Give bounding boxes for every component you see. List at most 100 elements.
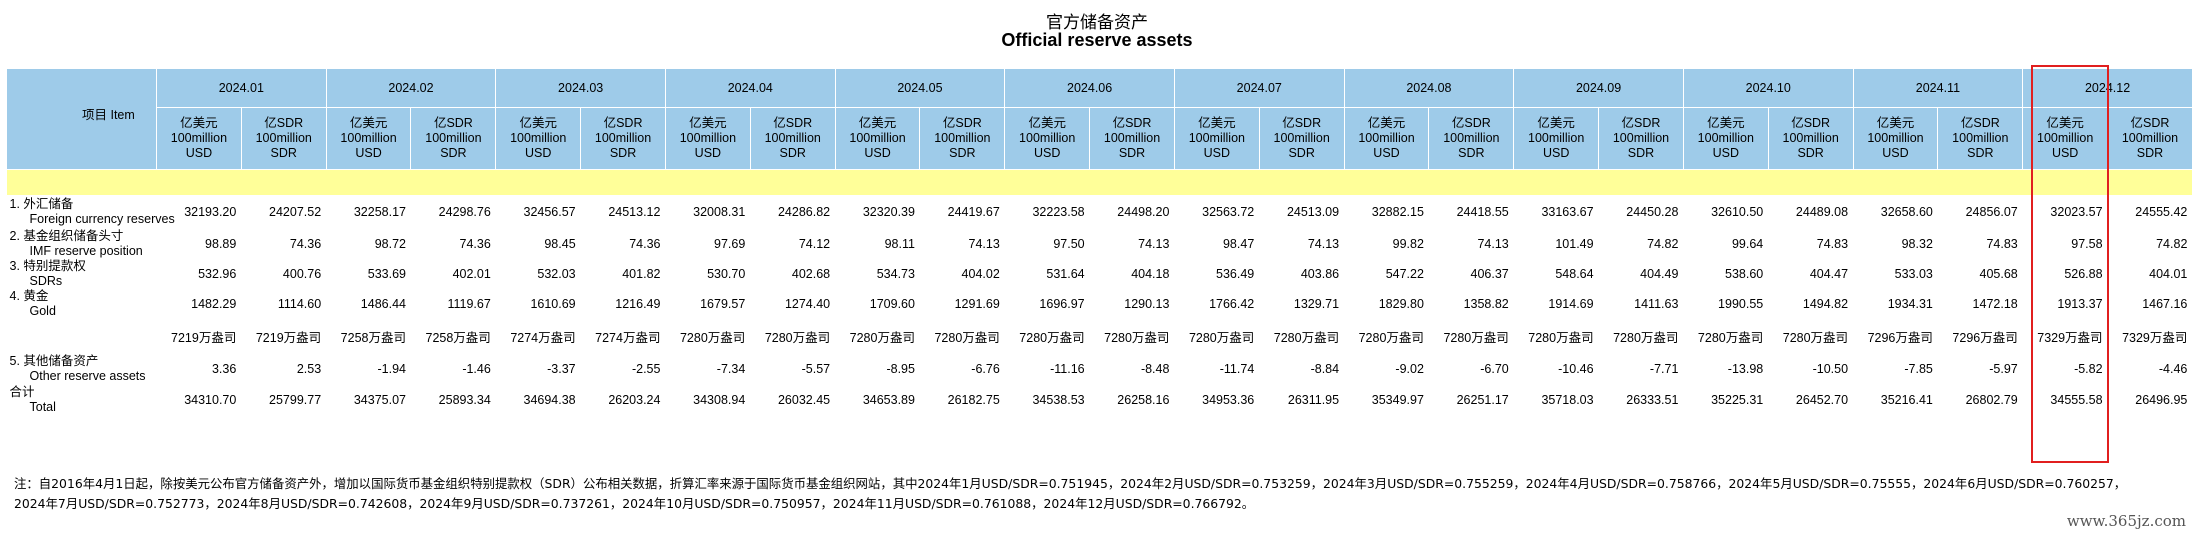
value-cell-sdr: 7219万盎司 <box>255 330 322 345</box>
value-cell-sdr: 26032.45 <box>777 393 831 407</box>
row-label-cn: 3. 特别提款权 <box>9 259 86 273</box>
unit-line: 100million <box>1782 131 1839 145</box>
row-label: 1. 外汇储备 Foreign currency reserves <box>7 195 175 229</box>
value-cell-usd: 34555.58 <box>2050 393 2103 407</box>
unit-line: 100million <box>340 131 397 145</box>
unit-line: USD <box>694 146 722 160</box>
unit-line: SDR <box>270 146 297 160</box>
unit-header-usd: 亿美元 100million USD <box>1852 107 1939 170</box>
value-cell-sdr: 1274.40 <box>784 297 831 311</box>
month-header: 2024.07 <box>1173 68 1345 108</box>
value-cell-sdr: 26203.24 <box>608 393 661 407</box>
unit-line: SDR <box>609 146 637 160</box>
unit-header-sdr: 亿SDR 100million SDR <box>1089 107 1175 170</box>
value-cell-usd: 98.11 <box>884 237 915 251</box>
value-cell-sdr: 26311.95 <box>1287 393 1340 407</box>
value-cell-sdr: 26452.70 <box>1795 393 1849 407</box>
value-cell-sdr: 7296万盎司 <box>1952 330 2018 345</box>
value-cell-usd: 1486.44 <box>360 297 406 311</box>
value-cell-sdr: 7258万盎司 <box>425 330 491 345</box>
unit-line: 亿美元 <box>180 116 218 130</box>
unit-line: USD <box>2051 146 2079 160</box>
unit-line: 亿SDR <box>1112 116 1152 130</box>
unit-line: USD <box>1373 146 1400 160</box>
value-cell-usd: 32008.31 <box>693 205 746 219</box>
unit-line: SDR <box>949 146 976 160</box>
value-cell-sdr: 405.68 <box>1979 267 2018 281</box>
unit-header-sdr: 亿SDR 100million SDR <box>2107 107 2193 170</box>
unit-line: 亿SDR <box>1960 116 2000 130</box>
unit-line: 亿美元 <box>1707 116 1745 130</box>
table-row: 合计 Total 34310.70 25799.77 34375.07 25893.34 3… <box>7 385 2193 415</box>
value-cell-usd: 98.47 <box>1222 237 1255 251</box>
value-cell-sdr: 402.68 <box>791 267 831 281</box>
value-cell-sdr: 1329.71 <box>1293 297 1340 311</box>
row-label-en: Foreign currency reserves <box>29 212 175 226</box>
unit-line: SDR <box>440 146 467 160</box>
value-cell-usd: 34310.70 <box>184 393 237 407</box>
unit-header-sdr: 亿SDR 100million SDR <box>919 107 1006 170</box>
value-cell-usd: 1766.42 <box>1209 297 1255 311</box>
value-cell-usd: 34538.53 <box>1032 393 1085 407</box>
unit-header-usd: 亿美元 100million USD <box>495 107 582 170</box>
value-cell-usd: 530.70 <box>707 267 746 281</box>
month-header: 2024.04 <box>664 68 836 108</box>
value-cell-usd: 533.03 <box>1894 267 1933 281</box>
unit-line: 亿美元 <box>689 116 727 130</box>
row-label-cn: 4. 黄金 <box>9 289 49 303</box>
unit-header-usd: 亿美元 100million USD <box>1173 107 1260 170</box>
unit-line: 100million <box>1612 131 1670 145</box>
value-cell-sdr: 74.13 <box>1477 237 1509 251</box>
unit-header-sdr: 亿SDR 100million SDR <box>1598 107 1684 170</box>
value-cell-sdr: 26802.79 <box>1965 393 2018 407</box>
value-cell-sdr: 24555.42 <box>2135 205 2188 219</box>
unit-line: 100million <box>934 131 991 145</box>
unit-line: 100million <box>1867 131 1924 145</box>
row-label-en: IMF reserve position <box>29 244 143 258</box>
value-cell-usd: 1990.55 <box>1718 297 1764 311</box>
value-cell-usd: 99.82 <box>1392 237 1424 251</box>
value-cell-sdr: 24856.07 <box>1965 205 2018 219</box>
value-cell-sdr: -1.46 <box>462 362 491 376</box>
month-header: 2024.02 <box>325 68 497 108</box>
value-cell-usd: 7296万盎司 <box>1867 330 1933 345</box>
unit-line: 100million <box>1188 131 1245 145</box>
value-cell-sdr: 1358.82 <box>1463 297 1509 311</box>
value-cell-sdr: 403.86 <box>1300 267 1340 281</box>
value-cell-usd: 548.64 <box>1555 267 1594 281</box>
value-cell-usd: 1696.97 <box>1039 297 1085 311</box>
footnote-line-2: 2024年7月USD/SDR=0.752773，2024年8月USD/SDR=0… <box>14 496 1255 511</box>
unit-line: SDR <box>1627 146 1655 160</box>
unit-line: 100million <box>1443 131 1500 145</box>
unit-line: 亿SDR <box>1282 116 1322 130</box>
value-cell-sdr: -6.70 <box>1480 362 1509 376</box>
value-cell-usd: -5.82 <box>2074 362 2103 376</box>
value-cell-sdr: 7280万盎司 <box>1613 330 1679 345</box>
value-cell-sdr: -8.48 <box>1140 362 1170 376</box>
value-cell-sdr: -6.76 <box>971 362 1000 376</box>
table-body: 1. 外汇储备 Foreign currency reserves 32193.20… <box>6 169 2193 416</box>
reserve-table: 项目 Item 2024.01 2024.02 2024.03 2024.04 2024… <box>6 68 2193 415</box>
value-cell-sdr: 24489.08 <box>1795 205 1849 219</box>
unit-line: 亿美元 <box>1367 116 1406 130</box>
month-header: 2024.10 <box>1682 68 1854 108</box>
unit-line: 100million <box>255 131 312 145</box>
value-cell-usd: -11.74 <box>1219 362 1255 376</box>
unit-header-sdr: 亿SDR 100million SDR <box>410 107 497 170</box>
unit-line: 亿美元 <box>1537 116 1575 130</box>
unit-header-sdr: 亿SDR 100million SDR <box>1428 107 1515 170</box>
unit-line: 亿美元 <box>1028 116 1066 130</box>
value-cell-usd: 7280万盎司 <box>1019 330 1085 345</box>
value-cell-sdr: 74.13 <box>1138 237 1170 251</box>
unit-line: SDR <box>1458 146 1485 160</box>
table-row: 5. 其他储备资产 Other reserve assets 3.36 2.53 -1.… <box>7 353 2193 385</box>
value-cell-usd: 1829.80 <box>1378 297 1424 311</box>
month-header: 2024.09 <box>1513 68 1684 108</box>
unit-header-sdr: 亿SDR 100million SDR <box>580 107 666 170</box>
value-cell-sdr: 74.36 <box>289 237 322 251</box>
value-cell-usd: 32610.50 <box>1711 205 1764 219</box>
unit-header-sdr: 亿SDR 100million SDR <box>1937 107 2024 170</box>
value-cell-sdr: 74.82 <box>2156 237 2188 251</box>
unit-header-sdr: 亿SDR 100million SDR <box>240 107 327 170</box>
page-title-cn: 官方储备资产 <box>1046 13 1148 33</box>
